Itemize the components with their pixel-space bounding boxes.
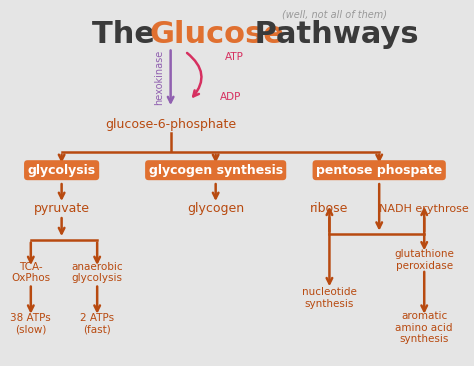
- Text: glucose-6-phosphate: glucose-6-phosphate: [105, 118, 236, 131]
- Text: hexokinase: hexokinase: [154, 50, 164, 105]
- Text: NADH erythrose: NADH erythrose: [379, 203, 469, 214]
- Text: ATP: ATP: [225, 52, 244, 62]
- Text: nucleotide
synthesis: nucleotide synthesis: [302, 287, 357, 309]
- Text: ADP: ADP: [220, 92, 242, 102]
- Text: 38 ATPs
(slow): 38 ATPs (slow): [10, 313, 51, 335]
- Text: TCA-
OxPhos: TCA- OxPhos: [11, 262, 50, 284]
- Text: glycolysis: glycolysis: [27, 164, 96, 177]
- Text: aromatic
amino acid
synthesis: aromatic amino acid synthesis: [395, 311, 453, 344]
- Text: pyruvate: pyruvate: [34, 202, 90, 215]
- Text: (well, not all of them): (well, not all of them): [282, 9, 387, 19]
- Text: glycogen synthesis: glycogen synthesis: [149, 164, 283, 177]
- Text: anaerobic
glycolysis: anaerobic glycolysis: [72, 262, 123, 284]
- Text: 2 ATPs
(fast): 2 ATPs (fast): [80, 313, 114, 335]
- Text: glutathione
peroxidase: glutathione peroxidase: [394, 249, 454, 271]
- Text: glycogen: glycogen: [187, 202, 244, 215]
- Text: Pathways: Pathways: [244, 20, 419, 49]
- Text: ribose: ribose: [310, 202, 348, 215]
- Text: The: The: [92, 20, 166, 49]
- Text: pentose phospate: pentose phospate: [316, 164, 442, 177]
- Text: Glucose: Glucose: [149, 20, 284, 49]
